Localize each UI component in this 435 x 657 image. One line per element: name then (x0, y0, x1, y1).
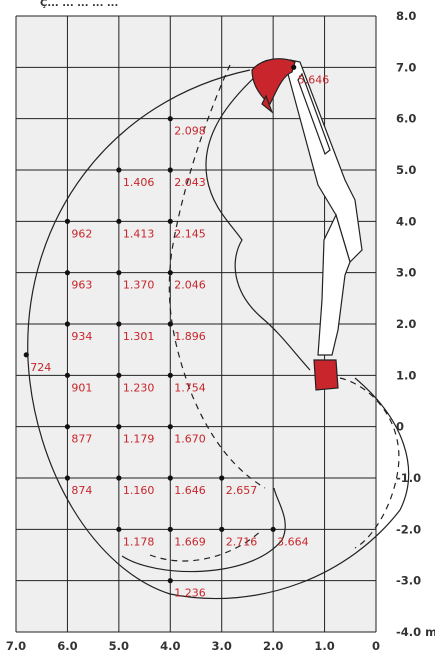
load-label: 962 (71, 227, 92, 240)
y-tick-label: 8.0 (396, 9, 416, 23)
x-tick-label: 3.0 (212, 639, 232, 653)
x-tick-label: 5.0 (109, 639, 129, 653)
load-point (167, 475, 173, 481)
load-label: 724 (30, 361, 51, 374)
load-point (167, 578, 173, 584)
load-label: 1.646 (174, 484, 206, 497)
y-tick-label: -1.0 (396, 471, 421, 485)
load-label: 2.098 (174, 125, 206, 138)
x-tick-label: 0 (372, 639, 380, 653)
load-point (116, 475, 122, 481)
x-tick-label: 7.0 (6, 639, 26, 653)
load-label: 934 (71, 330, 92, 343)
load-point (167, 321, 173, 327)
load-label: 2.657 (226, 484, 258, 497)
load-label: 1.669 (174, 535, 206, 548)
load-label: 1.301 (123, 330, 155, 343)
load-point (116, 424, 122, 430)
load-label: 2.043 (174, 176, 206, 189)
load-label: 877 (71, 433, 92, 446)
load-point (270, 526, 276, 532)
bucket (251, 58, 296, 105)
load-label: 2.145 (174, 227, 206, 240)
load-point (167, 218, 173, 224)
y-tick-label: 2.0 (396, 317, 416, 331)
x-tick-label: 4.0 (160, 639, 180, 653)
lower-attachment (313, 359, 339, 391)
boom-upper-arm (287, 59, 363, 264)
x-tick-label: 2.0 (263, 639, 283, 653)
load-point (64, 270, 71, 276)
load-label: 1.896 (174, 330, 206, 343)
middle-reach-envelope (205, 73, 311, 371)
y-tick-label: 0 (396, 420, 404, 434)
x-tick-label: 1.0 (314, 639, 334, 653)
load-label: 963 (71, 279, 92, 292)
load-point (219, 475, 225, 481)
load-point (167, 526, 173, 532)
header-caption: Ç... ... ... ... ... (40, 0, 118, 9)
load-point (64, 424, 71, 430)
crane-boom (251, 58, 363, 391)
load-point (64, 372, 71, 378)
load-point (291, 64, 297, 70)
load-label: 901 (71, 381, 92, 394)
y-tick-label: 6.0 (396, 112, 416, 126)
load-point (167, 167, 173, 173)
load-label: 2.716 (226, 535, 258, 548)
dashed-reach-envelope-lower (149, 529, 263, 562)
load-point (219, 526, 225, 532)
load-point (64, 475, 71, 481)
outer-reach-envelope (27, 69, 401, 600)
y-tick-label: 7.0 (396, 60, 416, 74)
load-label: 2.046 (174, 279, 206, 292)
y-tick-label: 5.0 (396, 163, 416, 177)
load-label: 1.179 (123, 433, 155, 446)
y-tick-label: -4.0 m (396, 625, 435, 639)
x-tick-label: 6.0 (57, 639, 77, 653)
boom-lower-arm (317, 213, 351, 356)
load-label: 5.646 (298, 73, 330, 86)
load-point (116, 218, 122, 224)
y-tick-label: 3.0 (396, 266, 416, 280)
load-label: 874 (71, 484, 92, 497)
load-point (64, 218, 71, 224)
load-label: 1.754 (174, 381, 206, 394)
y-tick-label: 1.0 (396, 368, 416, 382)
load-point (64, 321, 71, 327)
inner-reach-envelope (121, 487, 286, 573)
load-point (116, 372, 122, 378)
load-points: 5.646 2.098 1.406 2.043 962 1.413 2.145 963 1.37… (23, 64, 330, 600)
load-point (167, 270, 173, 276)
dashed-reach-envelope (168, 64, 266, 489)
load-point (116, 270, 122, 276)
load-point (23, 352, 29, 358)
load-label: 1.160 (123, 484, 155, 497)
y-tick-label: -2.0 (396, 522, 421, 536)
load-label: 1.370 (123, 279, 155, 292)
reach-envelopes (27, 64, 410, 600)
outer-reach-envelope-lower (354, 377, 410, 511)
boom-cylinder (297, 72, 331, 155)
load-point (167, 116, 173, 122)
load-point (116, 167, 122, 173)
load-label: 1.178 (123, 535, 155, 548)
load-label: 1.236 (174, 587, 206, 600)
load-point (116, 321, 122, 327)
lower-right-dashed (339, 377, 400, 549)
load-point (167, 424, 173, 430)
load-label: 1.230 (123, 381, 155, 394)
load-label: 3.664 (277, 535, 309, 548)
bucket-tooth (261, 94, 274, 114)
load-label: 1.406 (123, 176, 155, 189)
load-label: 1.413 (123, 227, 155, 240)
y-tick-label: 4.0 (396, 214, 416, 228)
load-label: 1.670 (174, 433, 206, 446)
load-point (167, 372, 173, 378)
y-tick-label: -3.0 (396, 574, 421, 588)
axis-ticks: 7.0 6.0 5.0 4.0 3.0 2.0 1.0 0 8.0 7.0 6.0 5.0 4.0 3.0… (6, 9, 435, 653)
load-point (116, 526, 122, 532)
